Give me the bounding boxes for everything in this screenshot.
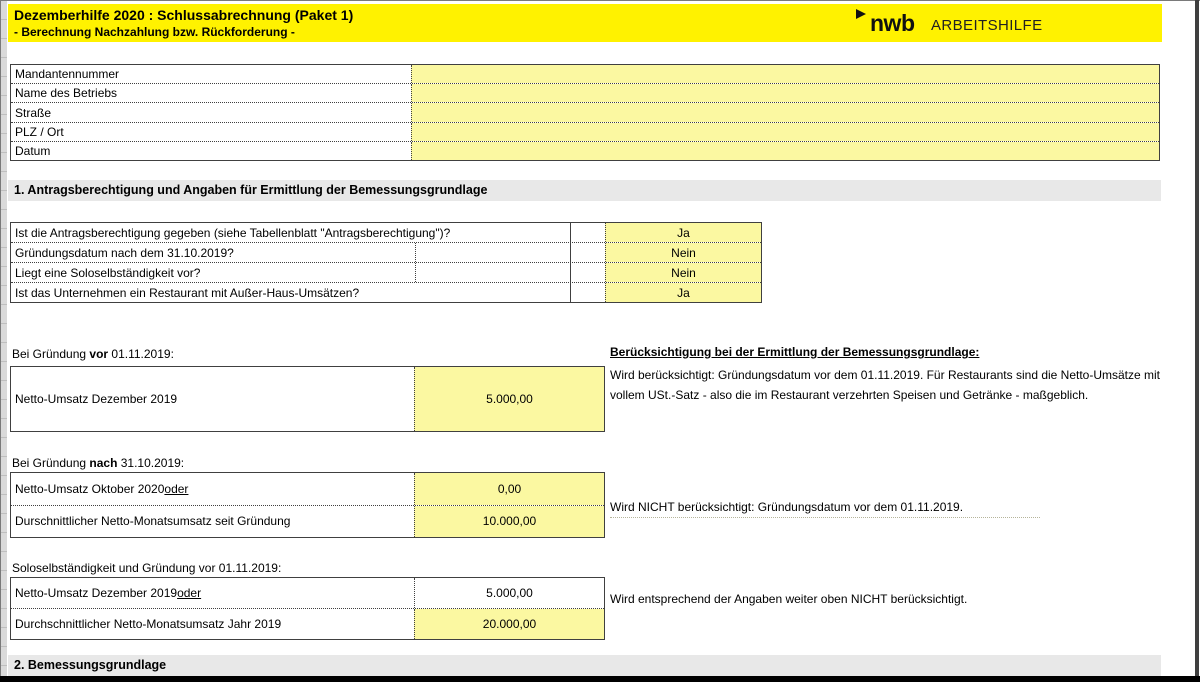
table-row: Durchschnittlicher Netto-Monatsumsatz Ja… — [11, 609, 604, 639]
answer-cell-gruendungsdatum[interactable]: Nein — [605, 243, 761, 262]
table-row: Durschnittlicher Netto-Monatsumsatz seit… — [11, 505, 604, 537]
logo-brand: nwb — [870, 10, 915, 36]
section-1-header: 1. Antragsberechtigung und Angaben für E… — [8, 180, 1161, 201]
table-row: Netto-Umsatz Oktober 2020 oder 0,00 — [11, 473, 604, 506]
mandantennummer-input[interactable] — [411, 65, 1159, 84]
field-label-datum: Datum — [15, 143, 51, 158]
question-label: Ist die Antragsberechtigung gegeben (sie… — [11, 223, 571, 242]
section-2-header: 2. Bemessungsgrundlage — [8, 655, 1161, 676]
spacer-cell — [571, 223, 605, 242]
label-underlined-word: oder — [177, 586, 202, 600]
field-label-plz-ort: PLZ / Ort — [15, 124, 64, 139]
worksheet-subtitle: - Berechnung Nachzahlung bzw. Rückforder… — [14, 25, 295, 39]
play-triangle-icon — [856, 9, 866, 19]
netto-umsatz-dez-2019-solo-value[interactable]: 5.000,00 — [414, 578, 604, 608]
title-band: Dezemberhilfe 2020 : Schlussabrechnung (… — [8, 4, 1162, 42]
solo-heading: Soloselbständigkeit und Gründung vor 01.… — [12, 561, 282, 575]
note-solo: Wird entsprechend der Angaben weiter obe… — [610, 592, 968, 606]
field-label-mandantennummer: Mandantennummer — [15, 67, 120, 82]
answer-cell-soloselbstaendigkeit[interactable]: Nein — [605, 263, 761, 282]
filler-cell — [416, 243, 571, 262]
field-label-name-des-betriebs: Name des Betriebs — [15, 86, 118, 101]
table-row: Netto-Umsatz Dezember 2019 oder 5.000,00 — [11, 578, 604, 609]
table-row: Straße — [11, 103, 1159, 123]
solo-table: Netto-Umsatz Dezember 2019 oder 5.000,00… — [10, 577, 605, 640]
note-founded-after: Wird NICHT berücksichtigt: Gründungsdatu… — [610, 497, 1040, 518]
datum-input[interactable] — [411, 141, 1159, 161]
question-label: Gründungsdatum nach dem 31.10.2019? — [11, 243, 416, 262]
client-data-table: Mandantennummer Name des Betriebs Straße… — [10, 64, 1160, 161]
name-des-betriebs-input[interactable] — [411, 84, 1159, 103]
label-text: Netto-Umsatz Oktober 2020 — [15, 481, 165, 496]
heading-bold-word: nach — [89, 456, 118, 470]
table-row: Netto-Umsatz Dezember 2019 5.000,00 — [11, 367, 604, 431]
window-border-bottom — [0, 676, 1200, 682]
table-row: Mandantennummer — [11, 65, 1159, 85]
monatsumsatz-seit-gruendung-input[interactable]: 10.000,00 — [414, 505, 604, 537]
table-row: Datum — [11, 141, 1159, 161]
question-label: Ist das Unternehmen ein Restaurant mit A… — [11, 283, 571, 302]
eligibility-questions-table: Ist die Antragsberechtigung gegeben (sie… — [10, 222, 762, 303]
nwb-logo: nwb ARBEITSHILFE — [846, 5, 1066, 41]
heading-text: 31.10.2019: — [117, 456, 185, 470]
notes-heading: Berücksichtigung bei der Ermittlung der … — [610, 345, 980, 359]
table-row: PLZ / Ort — [11, 122, 1159, 142]
founded-before-table: Netto-Umsatz Dezember 2019 5.000,00 — [10, 366, 605, 432]
answer-cell-antragsberechtigung[interactable]: Ja — [605, 223, 761, 242]
question-row: Ist das Unternehmen ein Restaurant mit A… — [11, 283, 761, 302]
field-label-strasse: Straße — [15, 105, 52, 120]
strasse-input[interactable] — [411, 103, 1159, 122]
label-underlined-word: oder — [164, 481, 189, 496]
netto-umsatz-dez-2019-input[interactable]: 5.000,00 — [414, 367, 604, 431]
left-gutter-strip — [1, 1, 7, 676]
spacer-cell — [571, 243, 605, 262]
founded-after-heading: Bei Gründung nach 31.10.2019: — [12, 456, 184, 470]
question-row: Gründungsdatum nach dem 31.10.2019? Nein — [11, 243, 761, 263]
row-label: Netto-Umsatz Oktober 2020 oder — [11, 473, 414, 505]
spacer-cell — [571, 283, 605, 302]
row-label: Netto-Umsatz Dezember 2019 oder — [11, 578, 414, 608]
question-row: Ist die Antragsberechtigung gegeben (sie… — [11, 223, 761, 243]
row-label: Durschnittlicher Netto-Monatsumsatz seit… — [15, 514, 291, 529]
worksheet-title: Dezemberhilfe 2020 : Schlussabrechnung (… — [14, 7, 354, 23]
window-border-top — [0, 0, 1200, 1]
table-row: Name des Betriebs — [11, 84, 1159, 104]
filler-cell — [416, 263, 571, 282]
monatsumsatz-jahr-2019-input[interactable]: 20.000,00 — [414, 609, 604, 639]
plz-ort-input[interactable] — [411, 122, 1159, 141]
netto-umsatz-okt-2020-input[interactable]: 0,00 — [414, 473, 604, 505]
heading-text: Bei Gründung — [12, 347, 90, 361]
question-label: Liegt eine Soloselbständigkeit vor? — [11, 263, 416, 282]
answer-cell-restaurant[interactable]: Ja — [605, 283, 761, 302]
spacer-cell — [571, 263, 605, 282]
question-row: Liegt eine Soloselbständigkeit vor? Nein — [11, 263, 761, 283]
heading-bold-word: vor — [89, 347, 109, 361]
heading-text: 01.11.2019: — [108, 347, 174, 361]
row-label: Netto-Umsatz Dezember 2019 — [15, 392, 178, 406]
note-founded-before: Wird berücksichtigt: Gründungsdatum vor … — [610, 368, 1161, 402]
heading-text: Bei Gründung — [12, 456, 90, 470]
row-label: Durchschnittlicher Netto-Monatsumsatz Ja… — [15, 617, 282, 631]
logo-suffix: ARBEITSHILFE — [931, 17, 1043, 34]
window-border-right — [1195, 0, 1199, 682]
label-text: Netto-Umsatz Dezember 2019 — [15, 586, 178, 600]
founded-before-heading: Bei Gründung vor 01.11.2019: — [12, 347, 174, 361]
founded-after-table: Netto-Umsatz Oktober 2020 oder 0,00 Durs… — [10, 472, 605, 538]
window-border-left — [0, 0, 1, 682]
